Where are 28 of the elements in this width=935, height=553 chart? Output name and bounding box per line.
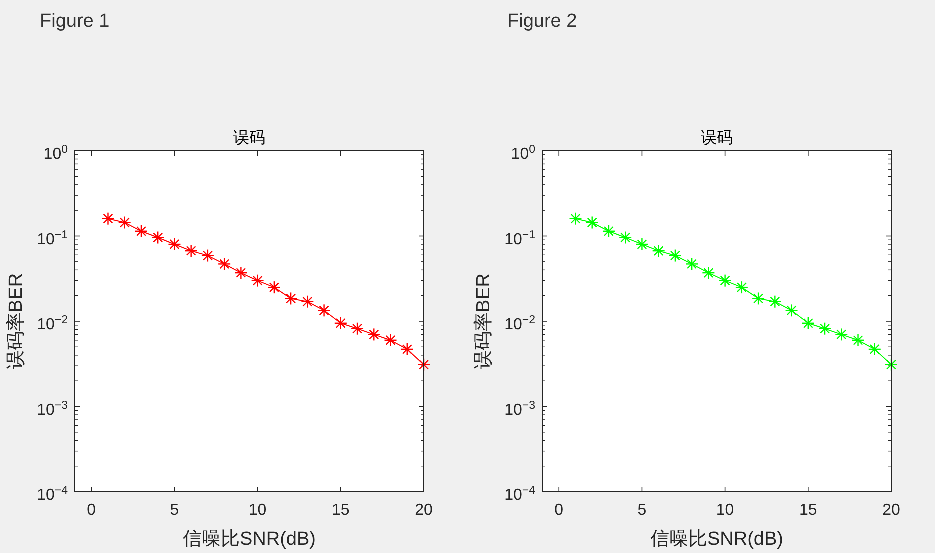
y-tick-label: 10$^{−3}$ bbox=[37, 400, 68, 419]
x-tick-label: 5 bbox=[170, 502, 180, 519]
y-axis-title: 误码率BER bbox=[472, 273, 494, 370]
x-tick-label: 20 bbox=[882, 502, 900, 519]
y-tick-label: 10$^{0}$ bbox=[511, 144, 536, 163]
x-axis-title: 信噪比SNR(dB) bbox=[650, 529, 784, 550]
x-tick-label: 0 bbox=[554, 502, 564, 519]
y-tick-label: 10$^{0}$ bbox=[44, 144, 68, 163]
chart-title: 误码 bbox=[701, 130, 733, 147]
x-axis-title: 信噪比SNR(dB) bbox=[182, 529, 316, 550]
y-tick-label: 10$^{−2}$ bbox=[504, 314, 536, 334]
x-tick-label: 10 bbox=[716, 502, 734, 519]
y-tick-label: 10$^{−1}$ bbox=[504, 229, 536, 248]
x-tick-label: 0 bbox=[87, 502, 96, 519]
x-tick-label: 15 bbox=[332, 502, 350, 519]
x-tick-label: 15 bbox=[800, 502, 818, 519]
y-tick-label: 10$^{−3}$ bbox=[504, 400, 536, 419]
y-axis-title: 误码率BER bbox=[5, 273, 27, 370]
chart-title: 误码 bbox=[234, 130, 266, 147]
caption: Figure 2 bbox=[508, 11, 578, 32]
y-tick-label: 10$^{−4}$ bbox=[504, 485, 536, 504]
y-tick-label: 10$^{−1}$ bbox=[37, 229, 68, 248]
x-tick-label: 5 bbox=[638, 502, 647, 519]
x-tick-label: 10 bbox=[248, 502, 267, 519]
caption: Figure 1 bbox=[40, 11, 110, 32]
x-tick-label: 20 bbox=[415, 502, 433, 519]
y-tick-label: 10$^{−2}$ bbox=[37, 314, 68, 334]
y-tick-label: 10$^{−4}$ bbox=[37, 485, 69, 504]
